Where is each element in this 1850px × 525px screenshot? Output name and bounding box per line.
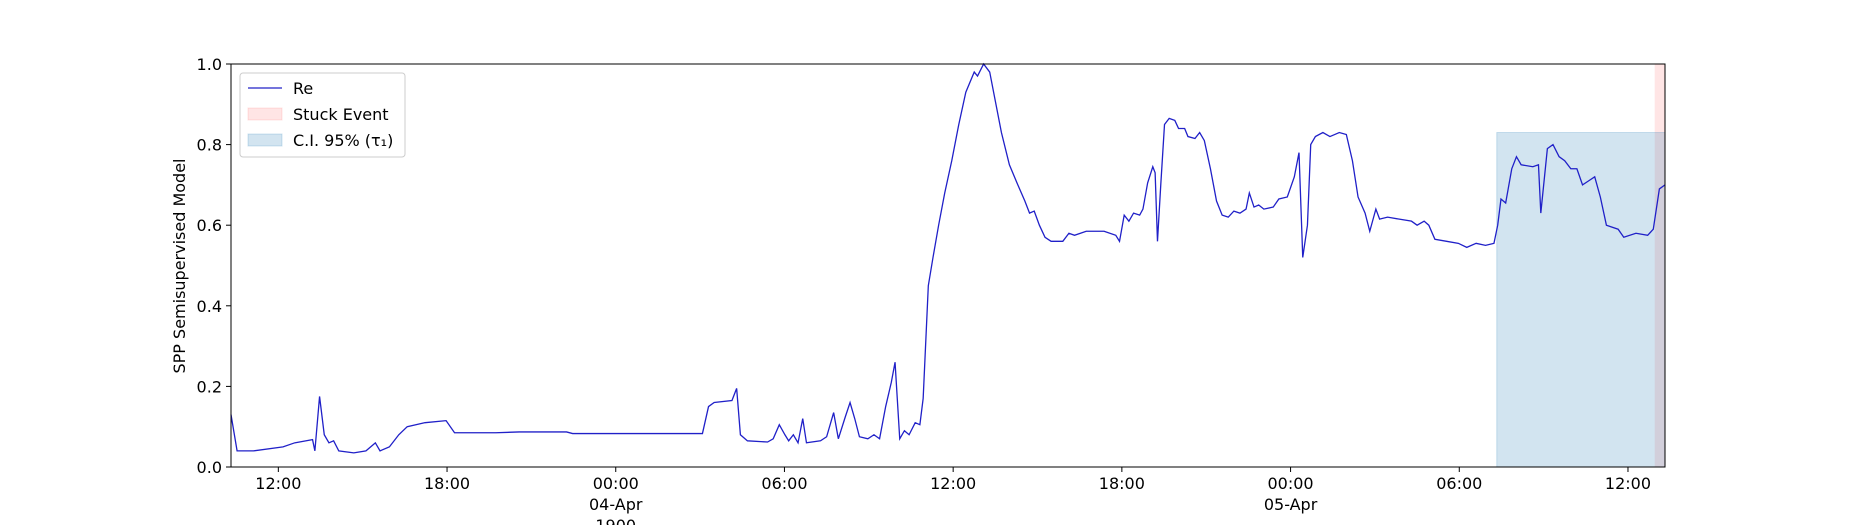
x-tick-label: 12:00: [1605, 474, 1651, 493]
span: [1496, 132, 1666, 468]
x-tick-label: 12:00: [255, 474, 301, 493]
x-tick-label: 12:00: [930, 474, 976, 493]
x-tick-label: 06:00: [1436, 474, 1482, 493]
legend-patch: [247, 133, 283, 147]
legend-label: Re: [293, 79, 313, 98]
y-axis-label: SPP Semisupervised Model: [170, 159, 189, 374]
x-tick-label: 04-Apr: [589, 495, 643, 514]
y-tick-label: 0.8: [197, 136, 222, 155]
x-tick-label: 05-Apr: [1264, 495, 1318, 514]
legend-label: Stuck Event: [293, 105, 389, 124]
span: [1654, 64, 1665, 467]
x-tick-label: 00:00: [593, 474, 639, 493]
plot-frame: [230, 63, 1666, 468]
y-tick-label: 0.6: [197, 216, 222, 235]
line: [230, 62, 1666, 454]
x-tick-label: 18:00: [424, 474, 470, 493]
legend-patch: [247, 107, 283, 121]
y-tick-label: 0.4: [197, 297, 222, 316]
y-tick-label: 0.2: [197, 377, 222, 396]
y-tick-label: 1.0: [197, 55, 222, 74]
legend: Re Stuck Event C.I. 95% (τ₁): [239, 72, 406, 158]
legend-label: C.I. 95% (τ₁): [293, 131, 393, 150]
legend-box: [239, 72, 406, 158]
x-tick-label: 00:00: [1268, 474, 1314, 493]
x-tick-label: 18:00: [1099, 474, 1145, 493]
y-tick-label: 0.0: [197, 458, 222, 477]
x-tick-label: 06:00: [761, 474, 807, 493]
x-tick-label: 1900: [595, 516, 636, 525]
